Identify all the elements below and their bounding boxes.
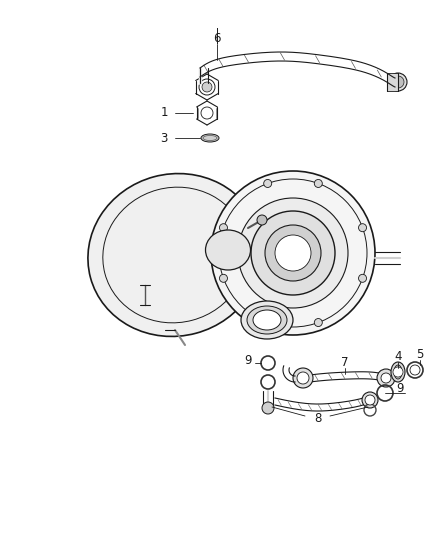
Circle shape xyxy=(202,82,212,92)
Ellipse shape xyxy=(394,365,402,379)
Text: 7: 7 xyxy=(341,356,349,368)
Ellipse shape xyxy=(253,310,281,330)
Text: 9: 9 xyxy=(396,382,404,394)
Circle shape xyxy=(257,215,267,225)
Ellipse shape xyxy=(205,230,251,270)
Circle shape xyxy=(251,211,335,295)
Ellipse shape xyxy=(88,174,262,336)
Circle shape xyxy=(219,224,227,232)
Ellipse shape xyxy=(247,306,287,334)
Circle shape xyxy=(377,369,395,387)
Circle shape xyxy=(314,180,322,188)
Circle shape xyxy=(362,392,378,408)
Text: 3: 3 xyxy=(161,132,168,144)
Circle shape xyxy=(238,198,348,308)
Circle shape xyxy=(389,73,407,91)
Ellipse shape xyxy=(391,362,405,382)
Circle shape xyxy=(381,373,391,383)
Circle shape xyxy=(359,224,367,232)
Polygon shape xyxy=(387,73,398,91)
Circle shape xyxy=(275,235,311,271)
Circle shape xyxy=(211,171,375,335)
Circle shape xyxy=(393,367,403,377)
Circle shape xyxy=(262,402,274,414)
Circle shape xyxy=(201,107,213,119)
Circle shape xyxy=(297,372,309,384)
Text: 8: 8 xyxy=(314,411,321,424)
Circle shape xyxy=(264,319,272,327)
Ellipse shape xyxy=(201,134,219,142)
Circle shape xyxy=(365,395,375,405)
Circle shape xyxy=(199,79,215,95)
Circle shape xyxy=(392,76,404,88)
Circle shape xyxy=(359,274,367,282)
Circle shape xyxy=(293,368,313,388)
Ellipse shape xyxy=(241,301,293,339)
Circle shape xyxy=(219,274,227,282)
Circle shape xyxy=(265,225,321,281)
Text: 6: 6 xyxy=(213,31,221,44)
Text: 9: 9 xyxy=(244,353,252,367)
Text: 4: 4 xyxy=(394,351,402,364)
Text: 5: 5 xyxy=(416,348,424,360)
Text: 1: 1 xyxy=(160,107,168,119)
Circle shape xyxy=(314,319,322,327)
Circle shape xyxy=(264,180,272,188)
